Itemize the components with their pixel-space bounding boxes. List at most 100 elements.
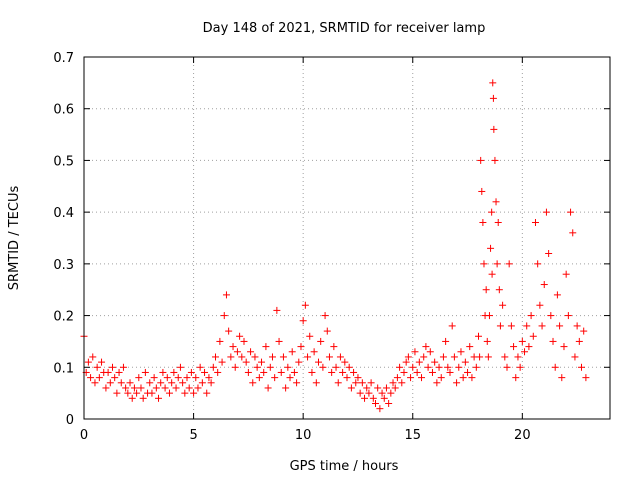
x-tick-label: 10 <box>295 428 312 443</box>
data-point <box>356 389 364 397</box>
data-point <box>343 374 351 382</box>
data-point <box>385 399 393 407</box>
data-point <box>87 374 95 382</box>
data-point <box>564 312 572 320</box>
data-points <box>80 79 590 413</box>
data-point <box>231 363 239 371</box>
data-point <box>225 327 233 335</box>
data-point <box>398 379 406 387</box>
data-point <box>472 363 480 371</box>
data-point <box>420 353 428 361</box>
data-point <box>489 79 497 87</box>
data-point <box>525 343 533 351</box>
data-point <box>201 368 209 376</box>
data-point <box>553 291 561 299</box>
data-point <box>113 389 121 397</box>
data-point <box>450 353 458 361</box>
data-point <box>484 353 492 361</box>
data-point <box>137 384 145 392</box>
data-point <box>493 260 501 268</box>
data-point <box>301 301 309 309</box>
y-tick-label: 0.1 <box>53 361 74 376</box>
data-point <box>126 379 134 387</box>
data-point <box>174 374 182 382</box>
data-point <box>444 363 452 371</box>
data-point <box>104 368 112 376</box>
data-point <box>545 250 553 258</box>
data-point <box>249 379 257 387</box>
data-point <box>117 379 125 387</box>
data-point <box>556 322 564 330</box>
data-point <box>135 374 143 382</box>
data-point <box>562 270 570 278</box>
data-point <box>233 348 241 356</box>
data-point <box>468 374 476 382</box>
data-point <box>205 374 213 382</box>
data-point <box>183 374 191 382</box>
data-point <box>284 363 292 371</box>
data-point <box>273 306 281 314</box>
data-point <box>236 332 244 340</box>
data-point <box>293 379 301 387</box>
data-point <box>141 368 149 376</box>
y-axis-label: SRMTID / TECUs <box>7 186 22 291</box>
data-point <box>371 399 379 407</box>
data-point <box>527 312 535 320</box>
data-point <box>494 218 502 226</box>
data-point <box>207 379 215 387</box>
data-point <box>534 260 542 268</box>
x-tick-label: 15 <box>404 428 421 443</box>
data-point <box>536 301 544 309</box>
data-point <box>268 353 276 361</box>
data-point <box>347 384 355 392</box>
data-point <box>496 322 504 330</box>
data-point <box>499 301 507 309</box>
data-point <box>260 368 268 376</box>
data-point <box>483 337 491 345</box>
data-point <box>402 358 410 366</box>
data-point <box>312 379 320 387</box>
data-point <box>238 353 246 361</box>
data-point <box>139 394 147 402</box>
data-point <box>339 368 347 376</box>
data-point <box>573 322 581 330</box>
data-point <box>396 363 404 371</box>
data-point <box>282 384 290 392</box>
data-point <box>490 125 498 133</box>
data-point <box>446 368 454 376</box>
data-point <box>365 389 373 397</box>
data-point <box>382 384 390 392</box>
data-point <box>580 327 588 335</box>
grid <box>84 57 610 419</box>
data-point <box>216 337 224 345</box>
y-tick-label: 0.4 <box>53 206 74 221</box>
data-point <box>304 353 312 361</box>
data-point <box>266 363 274 371</box>
data-point <box>317 337 325 345</box>
data-point <box>275 337 283 345</box>
data-point <box>518 337 526 345</box>
data-point <box>560 343 568 351</box>
data-point <box>159 368 167 376</box>
data-point <box>571 353 579 361</box>
data-point <box>510 343 518 351</box>
data-point <box>244 368 252 376</box>
data-point <box>350 368 358 376</box>
data-point <box>457 348 465 356</box>
data-point <box>146 379 154 387</box>
data-point <box>198 379 206 387</box>
data-point <box>89 353 97 361</box>
data-point <box>400 368 408 376</box>
data-point <box>516 363 524 371</box>
data-point <box>424 363 432 371</box>
data-point <box>119 363 127 371</box>
data-point <box>295 358 303 366</box>
data-point <box>476 353 484 361</box>
data-point <box>503 363 511 371</box>
data-point <box>262 343 270 351</box>
data-point <box>448 322 456 330</box>
data-point <box>130 384 138 392</box>
data-point <box>431 358 439 366</box>
data-point <box>582 374 590 382</box>
